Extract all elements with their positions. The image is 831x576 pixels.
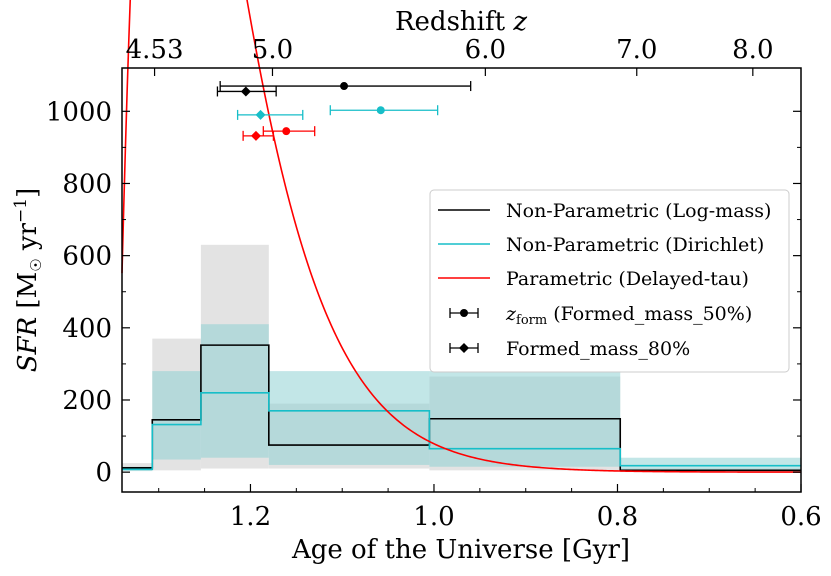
point-0: [219, 81, 472, 92]
top-axis-label-text: Redshift: [395, 7, 506, 37]
y-tick-label-0: 0: [95, 458, 112, 488]
parametric-curve: [121, 0, 801, 473]
top-tick-label-2: 6.0: [465, 35, 506, 65]
y-tick-label-2: 400: [62, 314, 112, 344]
top-tick-label-3: 7.0: [616, 35, 657, 65]
x-axis-label: Age of the Universe [Gyr]: [291, 535, 630, 565]
x-tick-label-3: 0.6: [780, 502, 821, 532]
series-lines: [121, 0, 801, 473]
x-tick-label-2: 0.8: [597, 502, 638, 532]
point-marker-3: [255, 109, 266, 120]
point-2: [329, 105, 439, 116]
y-label-close: ]: [13, 188, 43, 198]
legend-zform-var: z: [505, 303, 517, 325]
legend-label-formed-80: Formed_mass_80%: [506, 338, 690, 360]
y-axis-label: SFR [M☉ yr−1]: [11, 188, 45, 373]
top-tick-label-0: 4.53: [126, 35, 184, 65]
band-dirichlet-3: [268, 371, 430, 465]
legend-label-delayed-tau: Parametric (Delayed-tau): [506, 268, 749, 290]
band-dirichlet-2: [200, 324, 269, 458]
y-tick-label-4: 800: [62, 169, 112, 199]
legend: Non-Parametric (Log-mass) Non-Parametric…: [429, 189, 790, 373]
formation-points: [216, 81, 472, 141]
y-tick-label-1: 200: [62, 386, 112, 416]
step-line-dirichlet: [122, 391, 801, 471]
top-axis-label: Redshift z: [395, 7, 527, 37]
legend-swatch-zform: [449, 308, 479, 318]
legend-label-dirichlet: Non-Parametric (Dirichlet): [506, 234, 764, 256]
band-dirichlet-5: [620, 457, 801, 471]
y-label-unit-rest: yr: [13, 222, 43, 251]
point-marker-5: [250, 130, 261, 141]
plot-frame: [121, 67, 802, 493]
legend-swatch-formed-80: [449, 343, 479, 353]
legend-label-zform: zform (Formed_mass_50%): [505, 303, 752, 328]
x-tick-label-1: 1.0: [413, 502, 454, 532]
band-dirichlet-1: [152, 371, 201, 460]
top-axis-label-var: z: [512, 7, 527, 37]
legend-zform-text: (Formed_mass_50%): [547, 303, 752, 325]
point-marker-4: [282, 127, 291, 136]
top-tick-label-1: 5.0: [252, 35, 293, 65]
point-1: [216, 86, 277, 97]
y-tick-label-5: 1000: [46, 97, 112, 127]
legend-label-log-mass: Non-Parametric (Log-mass): [506, 200, 771, 222]
point-3: [236, 109, 304, 120]
point-marker-2: [376, 106, 385, 115]
axis-ticks: 1.2 1.0 0.8 0.6 0 200 400 600 800 1000 4.53 5.0 6.0 7…: [46, 35, 822, 532]
y-tick-label-3: 600: [62, 242, 112, 272]
point-5: [242, 130, 275, 141]
point-marker-0: [340, 82, 349, 91]
point-marker-1: [240, 86, 251, 97]
y-label-main: SFR: [13, 317, 43, 372]
legend-zform-sub: form: [516, 313, 547, 328]
x-tick-label-0: 1.2: [230, 502, 271, 532]
y-label-unit: [M: [13, 272, 43, 309]
legend-box: [429, 189, 790, 373]
top-tick-label-4: 8.0: [732, 35, 773, 65]
point-4: [262, 126, 316, 137]
y-label-sun-symbol: ☉: [27, 258, 45, 271]
y-label-exponent: −1: [11, 198, 31, 223]
